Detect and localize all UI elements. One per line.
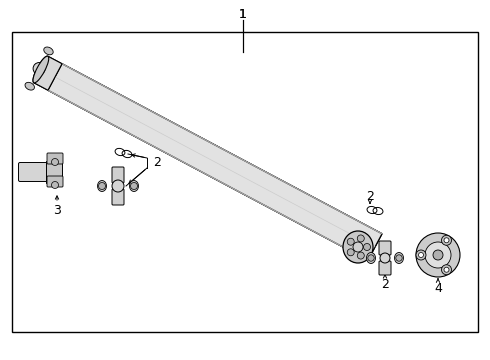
Text: 2: 2 [381,278,389,291]
Ellipse shape [394,252,403,264]
FancyBboxPatch shape [112,189,124,205]
Circle shape [357,252,364,259]
Ellipse shape [33,56,49,83]
Text: 3: 3 [53,203,61,216]
Circle shape [416,250,426,260]
Circle shape [51,181,58,189]
Ellipse shape [33,56,49,83]
Ellipse shape [343,231,373,263]
Circle shape [433,250,443,260]
FancyBboxPatch shape [19,162,51,181]
Circle shape [130,183,138,189]
Ellipse shape [367,252,375,264]
Bar [12,32,478,332]
Polygon shape [48,64,382,260]
Circle shape [353,242,363,252]
Circle shape [425,242,451,268]
Circle shape [364,243,370,251]
Circle shape [396,255,402,261]
FancyBboxPatch shape [47,153,63,164]
Circle shape [357,235,364,242]
Ellipse shape [129,180,139,192]
Circle shape [33,63,45,75]
Polygon shape [48,64,382,260]
Circle shape [98,183,105,189]
Circle shape [112,180,124,192]
Circle shape [441,235,451,245]
Polygon shape [34,56,62,90]
Circle shape [347,238,354,245]
Circle shape [368,255,374,261]
Circle shape [441,265,451,275]
Circle shape [444,238,449,243]
Circle shape [347,249,354,256]
FancyBboxPatch shape [112,167,124,183]
Ellipse shape [44,47,53,55]
FancyBboxPatch shape [47,176,63,187]
Circle shape [51,158,58,166]
Circle shape [380,253,390,263]
Text: 1: 1 [239,8,247,21]
FancyBboxPatch shape [379,241,391,255]
Polygon shape [34,56,62,90]
Circle shape [416,233,460,277]
Circle shape [418,252,423,257]
Text: 1: 1 [239,8,247,21]
Text: 2: 2 [366,189,374,202]
Circle shape [444,267,449,272]
Bar [46,161,62,183]
Text: 4: 4 [434,282,442,294]
Ellipse shape [98,180,106,192]
Ellipse shape [25,82,34,90]
FancyBboxPatch shape [379,261,391,275]
Text: 2: 2 [153,157,161,170]
